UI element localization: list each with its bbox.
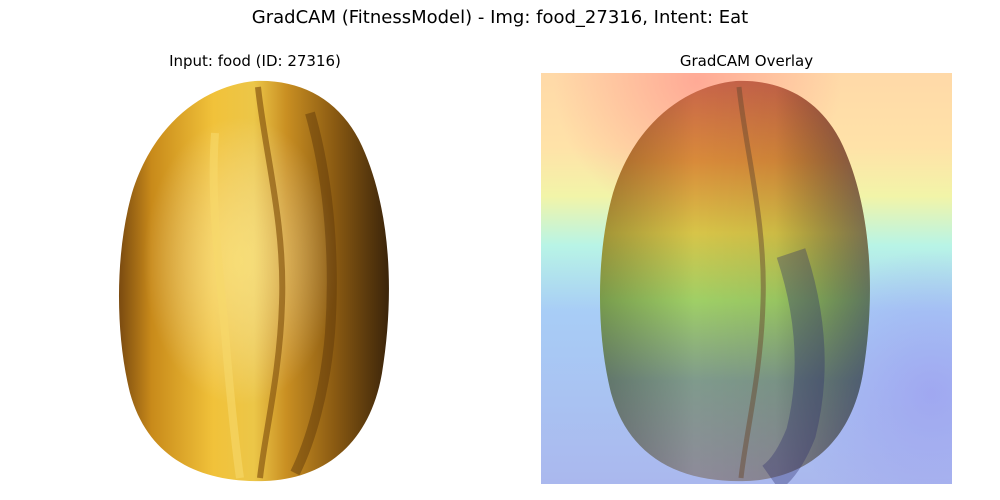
fruit-overlay xyxy=(599,80,870,484)
fruit-shape xyxy=(118,80,389,482)
gradcam-overlay-image xyxy=(541,73,952,484)
figure-suptitle: GradCAM (FitnessModel) - Img: food_27316… xyxy=(251,7,749,28)
gradcam-heatmap xyxy=(541,73,952,484)
gradcam-panel-title: GradCAM Overlay xyxy=(679,52,814,70)
input-image xyxy=(60,73,471,484)
starfruit-image xyxy=(60,73,471,484)
input-panel-title: Input: food (ID: 27316) xyxy=(169,52,341,70)
